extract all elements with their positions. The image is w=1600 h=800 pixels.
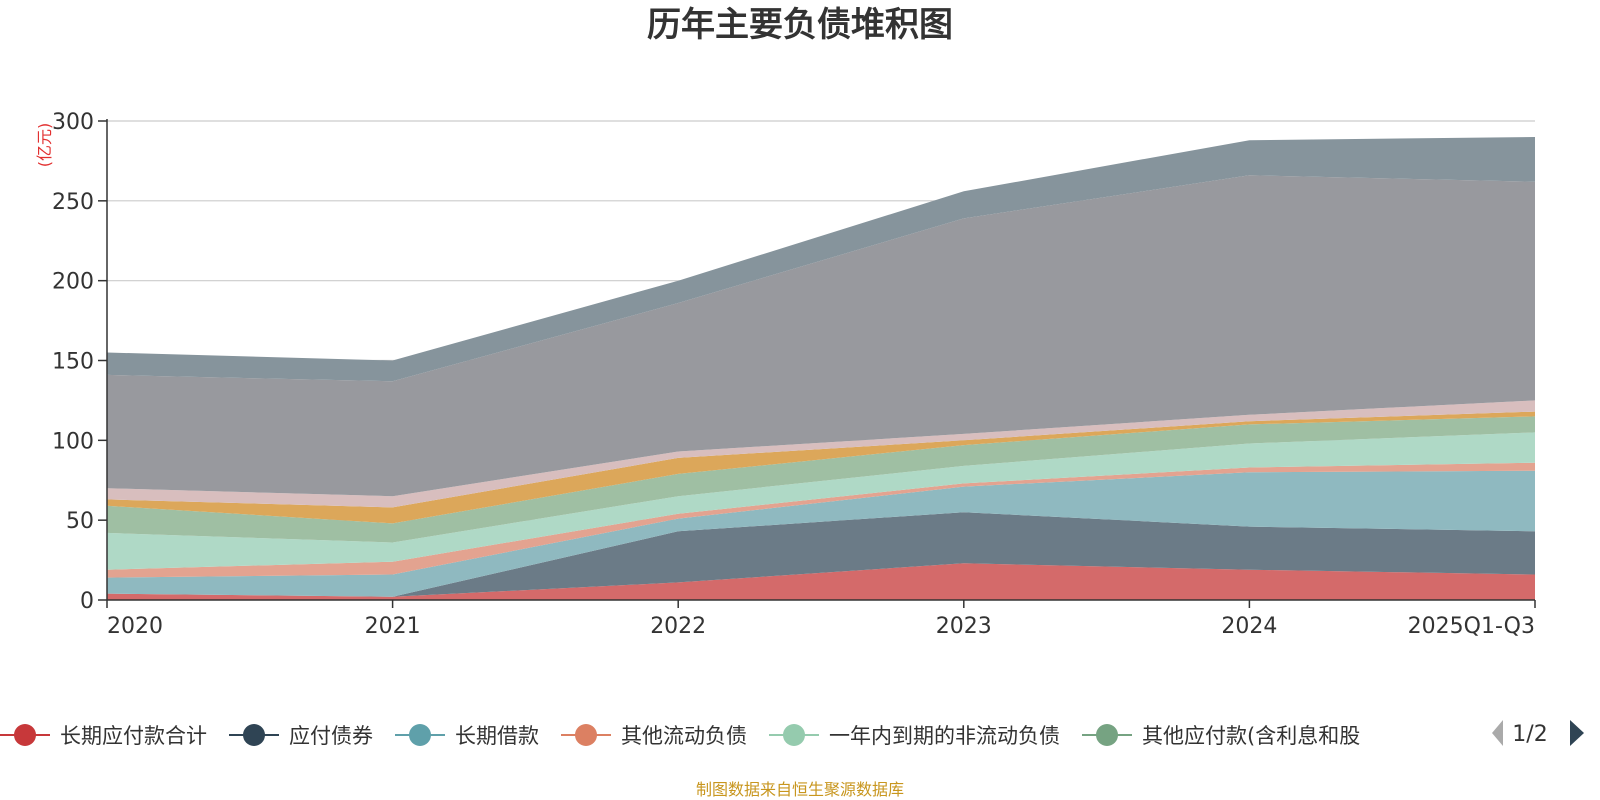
y-axis-unit-label: (亿元) xyxy=(35,123,54,168)
x-tick-label-5: 2025Q1-Q3 xyxy=(1408,614,1535,639)
legend-label: 长期应付款合计 xyxy=(60,724,207,748)
legend-item-6[interactable]: 其他应付款(含利息和股 xyxy=(1082,724,1360,748)
legend-marker-icon xyxy=(14,724,36,746)
legend-next-page-icon[interactable] xyxy=(1570,720,1584,746)
y-tick-label-0: 0 xyxy=(80,589,94,614)
legend-pager: 1/2 xyxy=(1492,720,1584,747)
area-series-6 xyxy=(107,416,1535,543)
area-series-1 xyxy=(107,563,1535,600)
area-series-9 xyxy=(107,175,1535,497)
legend: 长期应付款合计 应付债券 长期借款 其他流动负债 一年内到期的非流动负债 其他应付款(含利… xyxy=(0,724,1360,748)
legend-item-2[interactable]: 应付债券 xyxy=(229,724,373,748)
y-tick-label-200: 200 xyxy=(52,270,94,295)
legend-marker-icon xyxy=(783,724,805,746)
legend-marker-icon xyxy=(575,724,597,746)
legend-item-1[interactable]: 长期应付款合计 xyxy=(0,724,207,748)
x-tick-label-0: 2020 xyxy=(107,614,163,639)
area-series-8 xyxy=(107,400,1535,508)
y-tick-label-100: 100 xyxy=(52,429,94,454)
area-series xyxy=(107,137,1535,600)
legend-label: 长期借款 xyxy=(455,724,539,748)
x-tick-label-2: 2022 xyxy=(650,614,706,639)
x-tick-label-4: 2024 xyxy=(1221,614,1277,639)
x-tick-label-3: 2023 xyxy=(936,614,992,639)
legend-marker-icon xyxy=(1096,724,1118,746)
legend-label: 其他流动负债 xyxy=(621,724,747,748)
legend-item-5[interactable]: 一年内到期的非流动负债 xyxy=(769,724,1060,748)
y-tick-label-300: 300 xyxy=(52,110,94,135)
axes: 0 50 100 150 200 250 300 2020 2021 2022 2023 2024 20… xyxy=(52,110,1536,639)
legend-label: 其他应付款(含利息和股 xyxy=(1142,724,1360,748)
legend-page-indicator: 1/2 xyxy=(1512,722,1547,747)
legend-label: 应付债券 xyxy=(289,724,373,748)
legend-marker-icon xyxy=(243,724,265,746)
data-source-note: 制图数据来自恒生聚源数据库 xyxy=(696,780,904,799)
area-series-5 xyxy=(107,432,1535,570)
area-series-7 xyxy=(107,411,1535,524)
y-tick-label-150: 150 xyxy=(52,350,94,375)
chart-title: 历年主要负债堆积图 xyxy=(647,5,953,45)
area-series-10 xyxy=(107,137,1535,382)
area-series-3 xyxy=(107,470,1535,597)
legend-item-3[interactable]: 长期借款 xyxy=(395,724,539,748)
area-series-4 xyxy=(107,462,1535,578)
legend-prev-page-icon[interactable] xyxy=(1492,720,1503,746)
y-tick-label-50: 50 xyxy=(66,509,94,534)
legend-item-4[interactable]: 其他流动负债 xyxy=(561,724,747,748)
legend-marker-icon xyxy=(409,724,431,746)
legend-label: 一年内到期的非流动负债 xyxy=(829,724,1060,748)
area-series-2 xyxy=(107,512,1535,597)
x-tick-label-1: 2021 xyxy=(365,614,421,639)
y-tick-label-250: 250 xyxy=(52,190,94,215)
